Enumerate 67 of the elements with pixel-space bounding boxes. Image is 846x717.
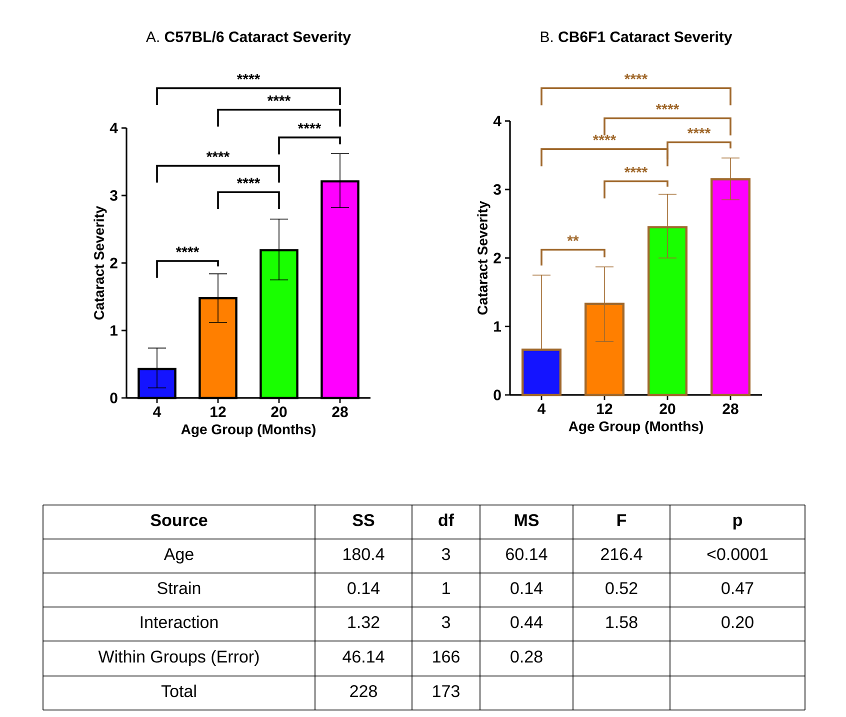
annotation: ** [567, 236, 579, 242]
text: **** [656, 104, 680, 110]
chart-title: B. CB6F1 Cataract Severity [540, 31, 732, 46]
text: 166 [433, 650, 460, 663]
text: 0.28 [510, 650, 542, 663]
y-tick-label: 3 [493, 184, 501, 195]
annotation: **** [687, 128, 711, 134]
text: 1 [442, 582, 450, 594]
text: **** [236, 74, 260, 80]
x-tick-label: 28 [332, 406, 348, 418]
y-tick-label: 4 [110, 122, 118, 134]
y-tick-label: 3 [110, 190, 118, 201]
text: 1.58 [606, 616, 638, 628]
y-axis-title: Cataract Severity [94, 206, 107, 320]
annotation: **** [592, 134, 616, 140]
category-label: df [438, 514, 454, 526]
text: 0.20 [722, 616, 754, 628]
y-tick-label: 1 [494, 321, 502, 332]
annotation: **** [298, 123, 322, 129]
text: 1.32 [348, 616, 380, 628]
text: Within Groups (Error) [98, 650, 259, 666]
x-tick-label: 20 [660, 404, 676, 414]
text: 0.14 [510, 582, 543, 594]
annotation: **** [206, 152, 230, 158]
text: 0.14 [348, 582, 380, 594]
text: 216.4 [601, 548, 642, 560]
x-tick-label: 12 [597, 404, 612, 414]
y-tick-label: 0 [110, 392, 118, 404]
text: <0.0001 [707, 548, 768, 560]
text: Strain [158, 582, 200, 594]
annotation: **** [624, 167, 648, 173]
category-label: MS [514, 514, 539, 526]
text: 180.4 [344, 548, 384, 560]
text: 228 [350, 685, 377, 698]
text: 60.14 [506, 548, 548, 560]
text: Total [161, 684, 196, 698]
y-tick-label: 0 [494, 390, 501, 400]
y-tick-label: 1 [110, 325, 118, 336]
x-tick-label: 12 [210, 406, 226, 417]
text: 0.44 [510, 616, 543, 628]
y-tick-label: 2 [110, 258, 118, 268]
y-tick-label: 4 [493, 116, 502, 126]
text: 0.47 [722, 582, 754, 594]
text: 173 [433, 685, 460, 698]
annotation: **** [176, 246, 200, 252]
text: 0.52 [606, 582, 638, 594]
category-label: p [733, 516, 742, 530]
x-axis-title: Age Group (Months) [568, 421, 703, 434]
x-tick-label: 4 [538, 404, 546, 414]
x-tick-label: 28 [722, 404, 738, 414]
chart-title: A. C57BL/6 Cataract Severity [146, 31, 351, 46]
category-label: F [617, 514, 626, 526]
text: **** [267, 96, 291, 102]
y-axis-title: Cataract Severity [477, 200, 490, 315]
x-tick-label: 4 [153, 406, 162, 417]
text: 46.14 [342, 650, 384, 663]
text: 3 [442, 548, 450, 560]
category-label: Source [150, 514, 208, 526]
text: Age [164, 548, 194, 564]
text: 3 [442, 616, 450, 628]
x-axis-title: Age Group (Months) [181, 424, 316, 438]
x-tick-label: 20 [271, 406, 287, 418]
text: Interaction [140, 616, 218, 628]
category-label: SS [352, 514, 374, 526]
annotation: **** [236, 178, 260, 184]
y-tick-label: 2 [494, 252, 501, 264]
text: **** [624, 74, 648, 80]
